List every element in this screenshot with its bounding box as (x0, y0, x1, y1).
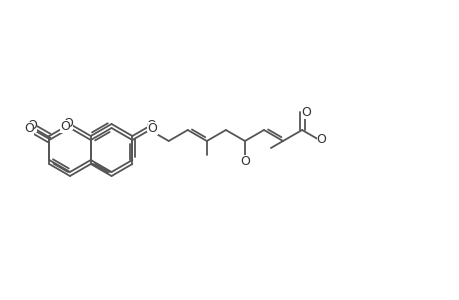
Text: O: O (147, 122, 157, 134)
Text: O: O (316, 133, 326, 146)
Text: O: O (60, 119, 70, 133)
Text: O: O (301, 106, 310, 118)
Text: O: O (240, 154, 249, 167)
Text: O: O (24, 122, 34, 134)
Text: O: O (27, 118, 37, 131)
Text: O: O (63, 116, 73, 130)
Text: O: O (146, 118, 156, 131)
